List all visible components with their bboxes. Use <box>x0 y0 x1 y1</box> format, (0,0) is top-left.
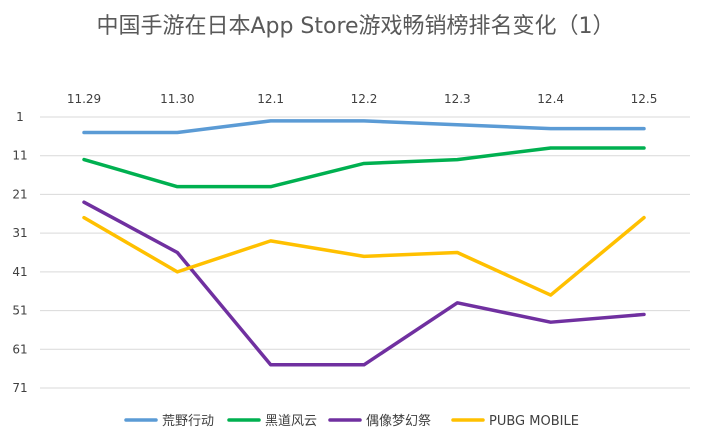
series-line-0 <box>82 119 646 135</box>
y-tick-label: 41 <box>12 265 27 279</box>
legend-label: 黑道风云 <box>265 414 317 429</box>
x-tick-label: 11.30 <box>160 92 194 106</box>
x-tick-label: 11.29 <box>67 92 101 106</box>
y-tick-label: 1 <box>16 110 24 124</box>
series-lines <box>82 119 646 367</box>
y-tick-label: 31 <box>12 226 27 240</box>
legend-label: 荒野行动 <box>162 414 214 429</box>
series-line-3 <box>82 215 646 297</box>
series-line-1 <box>82 146 646 189</box>
legend: 荒野行动 黑道风云 偶像梦幻祭 PUBG MOBILE <box>124 414 579 429</box>
legend-label: 偶像梦幻祭 <box>366 414 431 429</box>
y-tick-label: 71 <box>12 381 27 395</box>
y-tick-label: 61 <box>12 342 27 356</box>
y-tick-label: 11 <box>12 149 27 163</box>
y-tick-label: 51 <box>12 304 27 318</box>
x-tick-label: 12.2 <box>351 92 378 106</box>
x-tick-label: 12.3 <box>444 92 471 106</box>
x-axis-ticks: 11.29 11.30 12.1 12.2 12.3 12.4 12.5 <box>67 92 658 106</box>
x-tick-label: 12.5 <box>631 92 658 106</box>
grid-lines <box>40 116 690 389</box>
x-tick-label: 12.4 <box>537 92 564 106</box>
legend-label: PUBG MOBILE <box>489 414 579 429</box>
chart-title: 中国手游在日本App Store游戏畅销榜排名变化（1） <box>96 14 614 39</box>
series-line-2 <box>82 200 646 367</box>
x-tick-label: 12.1 <box>257 92 284 106</box>
y-tick-label: 21 <box>12 187 27 201</box>
